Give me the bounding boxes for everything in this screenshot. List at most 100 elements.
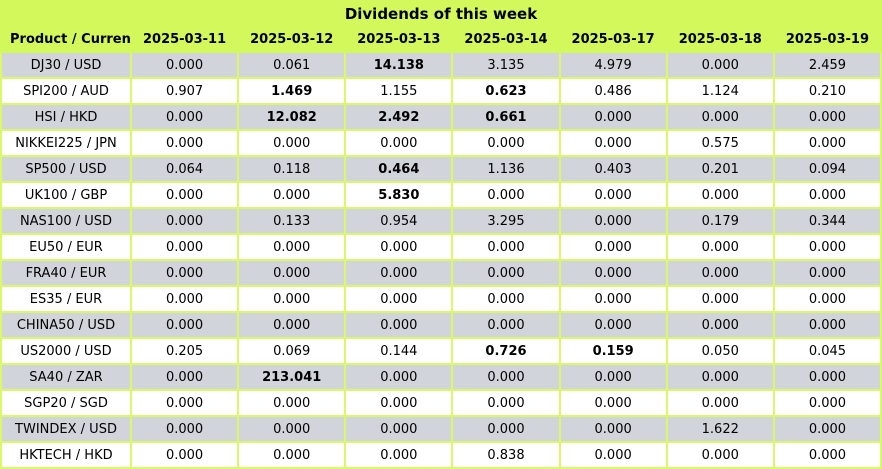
dividend-value-cell: 0.159 <box>558 337 668 365</box>
dividend-value-cell: 1.155 <box>344 77 454 105</box>
dividend-value-cell: 0.954 <box>344 207 454 235</box>
date-column-header: 2025-03-13 <box>344 26 454 53</box>
dividend-value-cell: 0.000 <box>129 129 240 157</box>
dividend-value-cell: 0.000 <box>237 389 347 417</box>
dividend-value-cell: 0.094 <box>772 155 882 183</box>
dividend-value-cell: 0.000 <box>129 311 240 339</box>
dividend-value-cell: 0.000 <box>665 363 775 391</box>
table-title-row: Dividends of this week <box>0 0 882 28</box>
product-label: SA40 / ZAR <box>0 363 132 391</box>
dividend-value-cell: 0.403 <box>558 155 668 183</box>
date-column-header: 2025-03-14 <box>451 26 561 53</box>
dividend-value-cell: 0.050 <box>665 337 775 365</box>
table-row: NIKKEI225 / JPN 0.000 0.000 0.000 0.000 0.000… <box>0 129 882 157</box>
table-row: SPI200 / AUD 0.907 1.469 1.155 0.623 0.486 1.1… <box>0 77 882 105</box>
dividend-value-cell: 0.000 <box>344 415 454 443</box>
dividend-value-cell: 0.000 <box>129 103 240 131</box>
dividend-value-cell: 1.622 <box>665 415 775 443</box>
dividend-value-cell: 0.000 <box>772 233 882 261</box>
dividend-value-cell: 1.469 <box>237 77 347 105</box>
table-title: Dividends of this week <box>0 0 882 28</box>
dividend-value-cell: 0.000 <box>344 233 454 261</box>
dividend-value-cell: 0.000 <box>772 311 882 339</box>
table-row: HSI / HKD 0.000 12.082 2.492 0.661 0.000 0.000… <box>0 103 882 131</box>
dividend-value-cell: 0.000 <box>558 259 668 287</box>
dividend-value-cell: 2.492 <box>344 103 454 131</box>
product-label: HSI / HKD <box>0 103 132 131</box>
dividend-value-cell: 5.830 <box>344 181 454 209</box>
dividend-value-cell: 0.000 <box>129 233 240 261</box>
product-label: SGP20 / SGD <box>0 389 132 417</box>
table-row: NAS100 / USD 0.000 0.133 0.954 3.295 0.000 0.1… <box>0 207 882 235</box>
dividend-value-cell: 0.064 <box>129 155 240 183</box>
dividend-value-cell: 0.000 <box>129 441 240 469</box>
dividend-value-cell: 0.000 <box>237 129 347 157</box>
dividend-value-cell: 0.000 <box>237 259 347 287</box>
dividend-value-cell: 0.000 <box>129 415 240 443</box>
product-label: ES35 / EUR <box>0 285 132 313</box>
dividend-value-cell: 0.000 <box>237 441 347 469</box>
dividend-value-cell: 0.000 <box>558 181 668 209</box>
dividend-value-cell: 0.000 <box>451 415 561 443</box>
dividend-value-cell: 0.000 <box>344 363 454 391</box>
dividend-value-cell: 0.000 <box>772 285 882 313</box>
dividend-value-cell: 0.000 <box>237 181 347 209</box>
dividend-value-cell: 0.205 <box>129 337 240 365</box>
dividend-value-cell: 0.000 <box>344 285 454 313</box>
product-label: NAS100 / USD <box>0 207 132 235</box>
dividend-value-cell: 0.000 <box>129 363 240 391</box>
dividend-value-cell: 0.118 <box>237 155 347 183</box>
dividend-value-cell: 0.069 <box>237 337 347 365</box>
dividend-value-cell: 0.210 <box>772 77 882 105</box>
dividend-value-cell: 0.000 <box>772 181 882 209</box>
product-label: FRA40 / EUR <box>0 259 132 287</box>
dividend-value-cell: 0.575 <box>665 129 775 157</box>
dividend-value-cell: 0.000 <box>237 285 347 313</box>
dividend-value-cell: 0.000 <box>665 233 775 261</box>
product-label: EU50 / EUR <box>0 233 132 261</box>
dividend-value-cell: 0.000 <box>451 233 561 261</box>
dividend-value-cell: 0.045 <box>772 337 882 365</box>
dividend-value-cell: 0.000 <box>344 389 454 417</box>
dividend-value-cell: 0.344 <box>772 207 882 235</box>
dividend-value-cell: 0.486 <box>558 77 668 105</box>
dividend-value-cell: 0.000 <box>772 103 882 131</box>
dividend-value-cell: 4.979 <box>558 51 668 79</box>
table-row: HKTECH / HKD 0.000 0.000 0.000 0.838 0.000 0.0… <box>0 441 882 469</box>
table-row: SA40 / ZAR 0.000 213.041 0.000 0.000 0.000 0.0… <box>0 363 882 391</box>
dividend-value-cell: 3.135 <box>451 51 561 79</box>
dividend-value-cell: 0.061 <box>237 51 347 79</box>
table-row: DJ30 / USD 0.000 0.061 14.138 3.135 4.979 0.00… <box>0 51 882 79</box>
dividend-value-cell: 1.136 <box>451 155 561 183</box>
dividend-value-cell: 0.000 <box>665 103 775 131</box>
dividend-value-cell: 0.000 <box>451 181 561 209</box>
dividend-value-cell: 1.124 <box>665 77 775 105</box>
dividend-value-cell: 0.000 <box>558 285 668 313</box>
dividend-value-cell: 0.000 <box>451 285 561 313</box>
date-column-header: 2025-03-19 <box>772 26 882 53</box>
dividend-value-cell: 0.000 <box>558 363 668 391</box>
dividend-value-cell: 0.726 <box>451 337 561 365</box>
dividend-value-cell: 0.000 <box>558 103 668 131</box>
dividend-value-cell: 213.041 <box>237 363 347 391</box>
dividend-value-cell: 0.000 <box>129 285 240 313</box>
product-label: DJ30 / USD <box>0 51 132 79</box>
dividend-value-cell: 0.000 <box>129 389 240 417</box>
product-label: SP500 / USD <box>0 155 132 183</box>
dividend-value-cell: 0.179 <box>665 207 775 235</box>
dividend-value-cell: 0.000 <box>558 389 668 417</box>
date-column-header: 2025-03-18 <box>665 26 775 53</box>
table-row: EU50 / EUR 0.000 0.000 0.000 0.000 0.000 0.000… <box>0 233 882 261</box>
dividend-value-cell: 0.000 <box>558 441 668 469</box>
dividend-value-cell: 0.000 <box>344 311 454 339</box>
dividend-value-cell: 0.661 <box>451 103 561 131</box>
dividend-value-cell: 0.000 <box>772 389 882 417</box>
table-row: US2000 / USD 0.205 0.069 0.144 0.726 0.159 0.0… <box>0 337 882 365</box>
dividend-value-cell: 0.464 <box>344 155 454 183</box>
table-body: DJ30 / USD 0.000 0.061 14.138 3.135 4.979 0.00… <box>0 51 882 469</box>
dividend-value-cell: 0.201 <box>665 155 775 183</box>
product-label: HKTECH / HKD <box>0 441 132 469</box>
dividend-value-cell: 0.000 <box>237 233 347 261</box>
dividend-value-cell: 0.000 <box>665 311 775 339</box>
